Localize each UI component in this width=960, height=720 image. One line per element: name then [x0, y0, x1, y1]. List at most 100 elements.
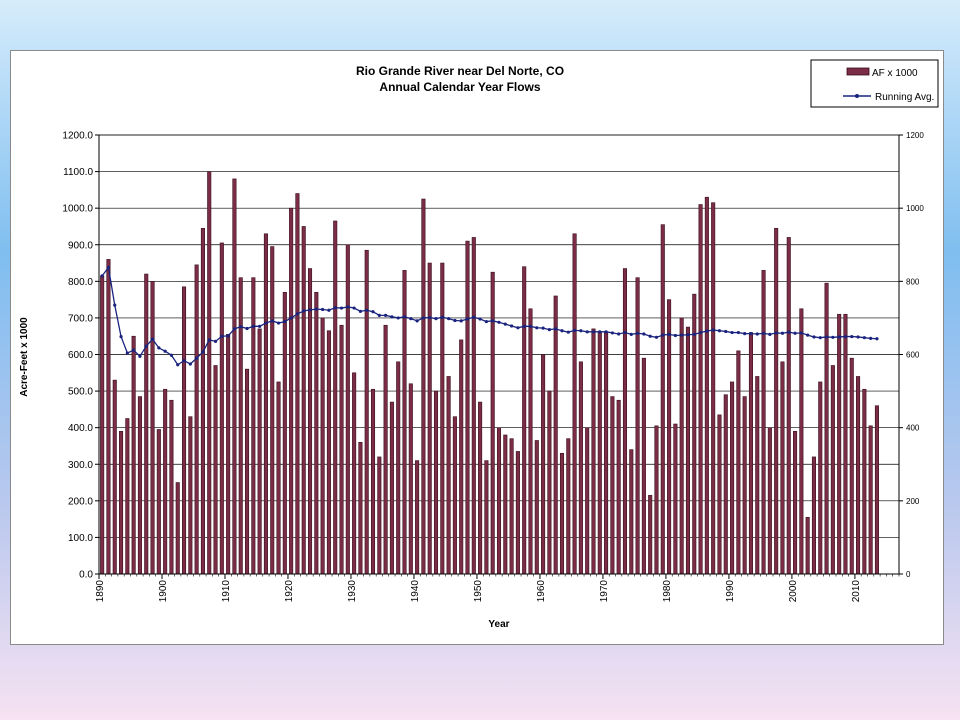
- running-avg-point: [447, 317, 451, 321]
- bar: [874, 405, 879, 575]
- running-avg-point: [711, 328, 715, 332]
- running-avg-point: [749, 332, 753, 336]
- bar: [830, 365, 835, 575]
- running-avg-point: [163, 349, 167, 353]
- bar: [730, 381, 735, 575]
- bar: [200, 227, 205, 575]
- y-tick-label: 300.0: [68, 460, 93, 471]
- running-avg-point: [787, 330, 791, 334]
- bar: [541, 354, 546, 575]
- bar: [522, 266, 527, 575]
- running-avg-point: [138, 354, 142, 358]
- running-avg-point: [761, 331, 766, 335]
- x-axis-label: Year: [488, 619, 509, 630]
- running-avg-point: [472, 315, 476, 319]
- x-tick-label: 2010: [851, 580, 862, 603]
- bar: [641, 357, 646, 575]
- bar: [572, 233, 577, 575]
- bar: [654, 425, 659, 575]
- running-avg-point: [856, 335, 860, 339]
- running-avg-point: [528, 324, 533, 328]
- bar: [144, 273, 149, 575]
- y-tick-label: 500.0: [68, 387, 93, 398]
- y-tick-label: 1000.0: [62, 204, 93, 215]
- running-avg-point: [623, 330, 627, 335]
- running-avg-point: [661, 333, 665, 337]
- bar: [440, 262, 445, 575]
- running-avg-point: [358, 309, 363, 313]
- x-tick-label: 1980: [662, 580, 673, 603]
- bar: [100, 275, 105, 575]
- bar: [591, 328, 596, 575]
- running-avg-point: [572, 328, 577, 332]
- running-avg-point: [459, 319, 463, 323]
- legend-line-marker: [855, 94, 859, 98]
- x-tick-label: 1900: [158, 580, 169, 603]
- x-tick-label: 1990: [725, 580, 736, 603]
- running-avg-point: [106, 265, 111, 270]
- bar: [339, 324, 344, 575]
- bar: [257, 328, 262, 575]
- bar: [484, 460, 489, 575]
- running-avg-line: [101, 265, 877, 366]
- bar: [427, 262, 432, 575]
- bar: [635, 277, 640, 575]
- running-avg-point: [188, 362, 192, 366]
- running-avg-point: [491, 319, 495, 323]
- bar: [496, 427, 502, 575]
- running-avg-point: [377, 313, 381, 317]
- bar: [219, 242, 224, 575]
- bar: [377, 456, 382, 575]
- running-avg-point: [390, 315, 394, 319]
- running-avg-point: [232, 327, 237, 331]
- running-avg-point: [157, 346, 161, 350]
- bar: [648, 495, 653, 575]
- chart-title: Rio Grande River near Del Norte, CO: [356, 64, 564, 78]
- bar: [736, 350, 741, 575]
- running-avg-point: [806, 333, 810, 337]
- bar: [226, 334, 231, 575]
- running-avg-point: [510, 324, 514, 328]
- running-avg-point: [755, 332, 759, 336]
- bar: [622, 268, 628, 575]
- running-avg-point: [321, 307, 325, 312]
- bar: [837, 313, 842, 575]
- bar: [478, 401, 483, 575]
- running-avg-point: [251, 324, 255, 328]
- bar: [408, 383, 413, 575]
- bar: [295, 193, 300, 575]
- running-avg-point: [831, 335, 835, 339]
- bar: [755, 376, 760, 575]
- running-avg-point: [150, 337, 155, 341]
- bar: [125, 418, 130, 575]
- y2-tick-label: 1200: [906, 131, 924, 140]
- running-avg-point: [220, 334, 224, 338]
- running-avg-point: [560, 329, 564, 333]
- running-avg-point: [654, 335, 659, 339]
- bar: [856, 376, 861, 575]
- running-avg-point: [673, 333, 677, 338]
- running-avg-point: [516, 326, 520, 330]
- bar: [389, 401, 394, 575]
- bar: [156, 429, 161, 575]
- bar: [301, 226, 306, 575]
- bar: [326, 330, 331, 575]
- bar: [748, 332, 753, 575]
- bar: [465, 240, 470, 575]
- bar: [289, 207, 294, 575]
- bar: [452, 416, 457, 575]
- bar: [698, 204, 703, 575]
- running-avg-point: [371, 310, 375, 314]
- running-avg-point: [566, 330, 570, 334]
- bar: [415, 460, 420, 575]
- bar: [263, 233, 268, 575]
- bar: [276, 381, 281, 575]
- running-avg-point: [289, 316, 293, 320]
- legend-line-label: Running Avg.: [875, 92, 934, 103]
- bar: [811, 456, 816, 575]
- running-avg-point: [648, 334, 652, 338]
- y2-tick-label: 800: [906, 277, 920, 286]
- running-avg-point: [195, 356, 199, 360]
- x-tick-label: 1910: [221, 580, 232, 603]
- running-avg-point: [421, 316, 426, 320]
